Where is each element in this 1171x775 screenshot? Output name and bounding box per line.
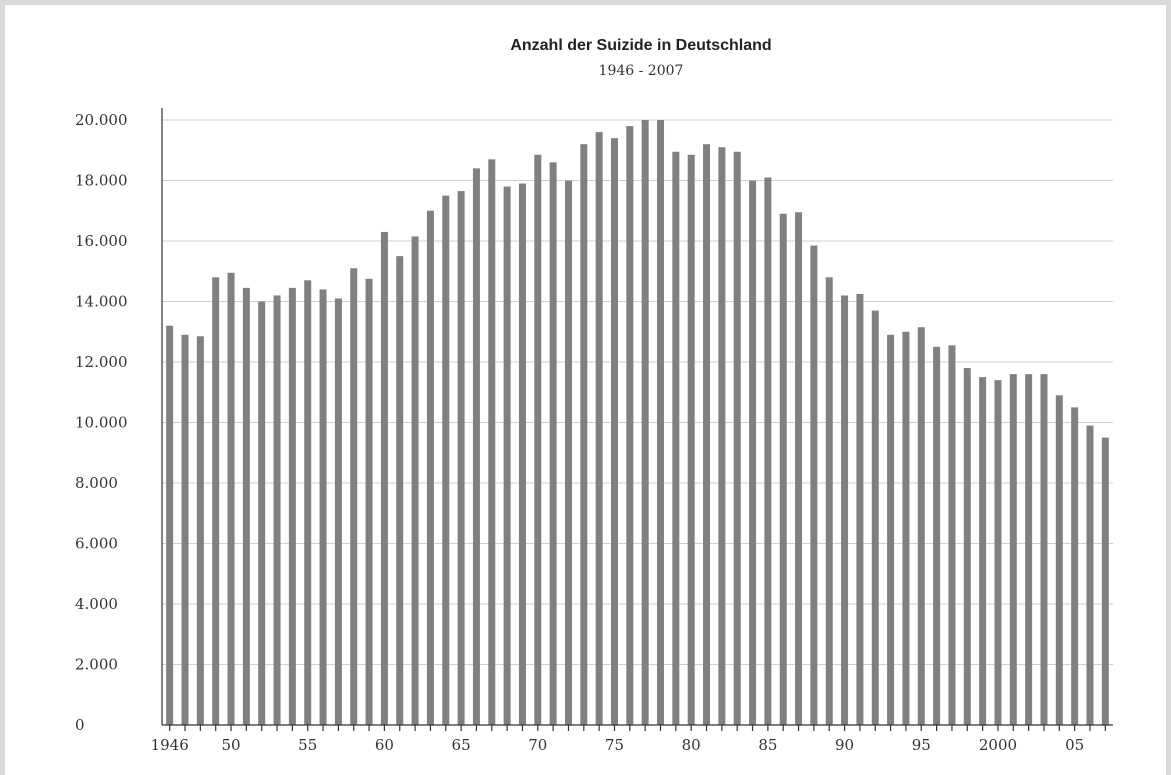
bar-1947 [181, 334, 189, 725]
y-tick-label: 12.000 [75, 353, 128, 371]
bar-1984 [749, 180, 757, 725]
bar-1980 [687, 154, 695, 726]
bar-1974 [595, 132, 603, 726]
bar-2003 [1040, 374, 1048, 725]
chart-subtitle: 1946 - 2007 [599, 63, 684, 79]
bar-1996 [933, 346, 941, 725]
bar-1951 [242, 287, 250, 725]
bar-1987 [795, 212, 803, 725]
chart-title: Anzahl der Suizide in Deutschland [510, 37, 771, 54]
bar-1978 [657, 120, 665, 725]
bar-1993 [887, 334, 895, 725]
bar-1990 [841, 295, 849, 725]
x-tick-label: 95 [912, 736, 931, 754]
x-tick-label: 50 [221, 736, 240, 754]
x-tick-label: 55 [298, 736, 317, 754]
bar-1960 [380, 231, 388, 726]
y-tick-label: 8.000 [75, 474, 118, 492]
y-tick-label: 4.000 [75, 595, 118, 613]
bar-1989 [825, 277, 833, 725]
bar-1976 [626, 126, 634, 726]
bar-1998 [963, 368, 971, 725]
bar-1986 [779, 213, 787, 725]
x-tick-label: 90 [835, 736, 854, 754]
y-tick-label: 10.000 [75, 414, 128, 432]
bar-1970 [534, 154, 542, 726]
bar-1977 [641, 120, 649, 725]
x-axis: 1946 50 55 60 65 70 75 80 85 90 95 2000 05 [151, 108, 1113, 754]
bar-1999 [979, 377, 987, 725]
x-tick-label: 65 [452, 736, 471, 754]
y-axis-ticks: 0 2.000 4.000 6.000 8.000 10.000 12.000 14.000 1… [75, 111, 128, 734]
bar-1973 [580, 144, 588, 725]
bar-1950 [227, 272, 235, 725]
y-tick-label: 16.000 [75, 232, 128, 250]
bar-1948 [196, 336, 204, 725]
bar-1965 [457, 191, 465, 725]
bar-1962 [411, 236, 419, 725]
bar-1968 [503, 186, 511, 726]
bar-1963 [426, 210, 434, 725]
bar-2000 [994, 380, 1002, 725]
x-tick-label: 85 [758, 736, 777, 754]
y-tick-label: 14.000 [75, 293, 128, 311]
bar-1958 [350, 268, 358, 725]
y-tick-label: 0 [75, 716, 85, 734]
bar-1991 [856, 293, 864, 725]
y-tick-label: 20.000 [75, 111, 128, 129]
bar-1957 [334, 298, 342, 725]
y-tick-label: 18.000 [75, 172, 128, 190]
bar-1992 [871, 310, 879, 725]
bar-1966 [472, 168, 480, 725]
y-tick-label: 6.000 [75, 535, 118, 553]
bar-1961 [396, 256, 404, 725]
x-tick-label: 75 [605, 736, 624, 754]
x-tick-label: 05 [1065, 736, 1084, 754]
bar-1982 [718, 147, 726, 726]
bars [166, 120, 1109, 726]
bar-1954 [288, 287, 296, 725]
bar-1995 [917, 327, 925, 725]
bar-1967 [488, 159, 496, 725]
bar-chart: Anzahl der Suizide in Deutschland 1946 -… [75, 37, 1113, 754]
bar-2002 [1025, 374, 1033, 725]
bar-1972 [564, 180, 572, 725]
bar-2006 [1086, 425, 1094, 725]
x-tick-label: 70 [528, 736, 547, 754]
bar-1959 [365, 278, 373, 725]
bar-2005 [1071, 407, 1079, 725]
bar-1988 [810, 245, 818, 725]
x-tick-label: 80 [682, 736, 701, 754]
bar-1953 [273, 295, 281, 725]
chart-panel: Anzahl der Suizide in Deutschland 1946 -… [5, 5, 1166, 775]
bar-1983 [733, 151, 741, 725]
bar-1949 [212, 277, 220, 725]
bar-1955 [304, 280, 312, 725]
bar-1969 [518, 183, 526, 725]
bar-1956 [319, 289, 327, 725]
x-tick-label: 60 [375, 736, 394, 754]
bar-1981 [703, 144, 711, 725]
bar-2004 [1055, 395, 1063, 725]
bar-1997 [948, 345, 956, 725]
x-tick-label: 1946 [151, 736, 189, 754]
x-tick-label: 2000 [979, 736, 1017, 754]
bar-1952 [258, 301, 266, 725]
y-tick-label: 2.000 [75, 656, 118, 674]
bar-2001 [1009, 374, 1017, 725]
bar-1994 [902, 331, 910, 725]
bar-1946 [166, 325, 174, 725]
bar-1971 [549, 162, 557, 726]
bar-1964 [442, 195, 450, 725]
bar-1985 [764, 177, 772, 726]
bar-1975 [610, 138, 618, 725]
bar-2007 [1101, 437, 1109, 725]
bar-1979 [672, 151, 680, 725]
